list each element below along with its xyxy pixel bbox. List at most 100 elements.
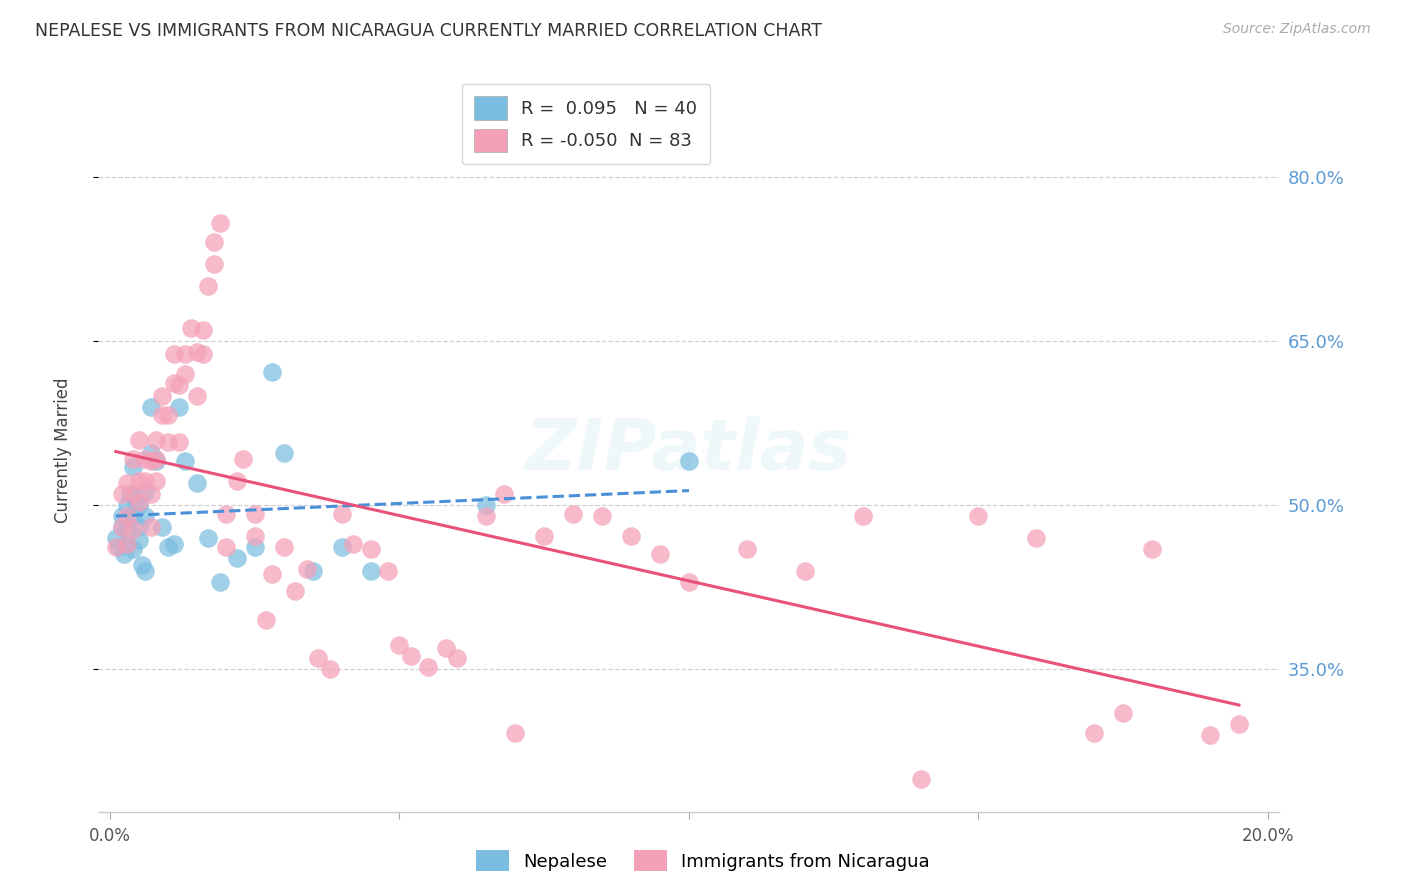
Point [107,540,129,554]
Point [174,367,197,381]
Point [122,541,145,556]
Point [139,400,162,414]
Point [446,651,468,665]
Point [139,487,162,501]
Point [145,474,167,488]
Point [122,452,145,467]
Point [307,651,329,665]
Point [620,529,643,543]
Point [145,452,167,467]
Point [562,507,585,521]
Point [156,434,179,449]
Point [110,509,132,524]
Point [110,520,132,534]
Point [117,536,139,550]
Point [226,474,249,488]
Point [117,476,139,491]
Point [104,540,127,554]
Point [475,498,498,512]
Point [215,540,238,554]
Point [139,520,162,534]
Point [910,772,932,786]
Point [186,389,208,403]
Point [128,495,150,509]
Legend: Nepalese, Immigrants from Nicaragua: Nepalese, Immigrants from Nicaragua [470,843,936,879]
Point [273,540,295,554]
Point [163,536,186,550]
Point [122,522,145,536]
Point [434,640,457,655]
Point [262,365,284,379]
Point [243,507,266,521]
Point [134,485,156,500]
Point [418,660,440,674]
Point [145,433,167,447]
Point [1227,717,1250,731]
Point [967,509,990,524]
Point [735,541,758,556]
Point [191,347,214,361]
Point [120,487,142,501]
Point [360,564,382,578]
Point [104,531,127,545]
Point [134,474,156,488]
Point [134,452,156,467]
Legend: R =  0.095   N = 40, R = -0.050  N = 83: R = 0.095 N = 40, R = -0.050 N = 83 [461,84,710,164]
Text: ZIPatlas: ZIPatlas [526,416,852,485]
Point [388,638,411,652]
Point [215,507,238,521]
Point [852,509,875,524]
Point [330,507,353,521]
Point [134,564,156,578]
Point [128,474,150,488]
Point [202,257,225,271]
Point [145,454,167,468]
Point [377,564,399,578]
Point [169,400,191,414]
Point [150,520,173,534]
Point [262,567,284,582]
Point [678,574,700,589]
Point [174,347,197,361]
Point [1199,728,1222,742]
Point [208,216,231,230]
Text: Source: ZipAtlas.com: Source: ZipAtlas.com [1223,22,1371,37]
Point [125,495,148,509]
Point [163,376,186,390]
Point [1083,726,1105,740]
Point [186,345,208,359]
Point [134,509,156,524]
Point [1112,706,1135,721]
Point [169,377,191,392]
Point [169,434,191,449]
Point [591,509,613,524]
Point [117,509,139,524]
Point [150,389,173,403]
Point [139,445,162,459]
Point [122,509,145,524]
Point [243,529,266,543]
Point [295,562,318,576]
Point [197,279,219,293]
Point [208,574,231,589]
Point [254,613,277,627]
Point [131,558,153,573]
Point [128,520,150,534]
Point [399,649,422,664]
Point [342,536,364,550]
Point [503,726,526,740]
Point [1025,531,1047,545]
Point [117,536,139,550]
Text: NEPALESE VS IMMIGRANTS FROM NICARAGUA CURRENTLY MARRIED CORRELATION CHART: NEPALESE VS IMMIGRANTS FROM NICARAGUA CU… [35,22,823,40]
Point [191,323,214,337]
Point [243,540,266,554]
Point [360,541,382,556]
Point [180,321,202,335]
Point [186,476,208,491]
Point [110,487,132,501]
Point [492,487,515,501]
Point [163,347,186,361]
Point [1140,541,1163,556]
Y-axis label: Currently Married: Currently Married [53,377,72,524]
Point [128,533,150,548]
